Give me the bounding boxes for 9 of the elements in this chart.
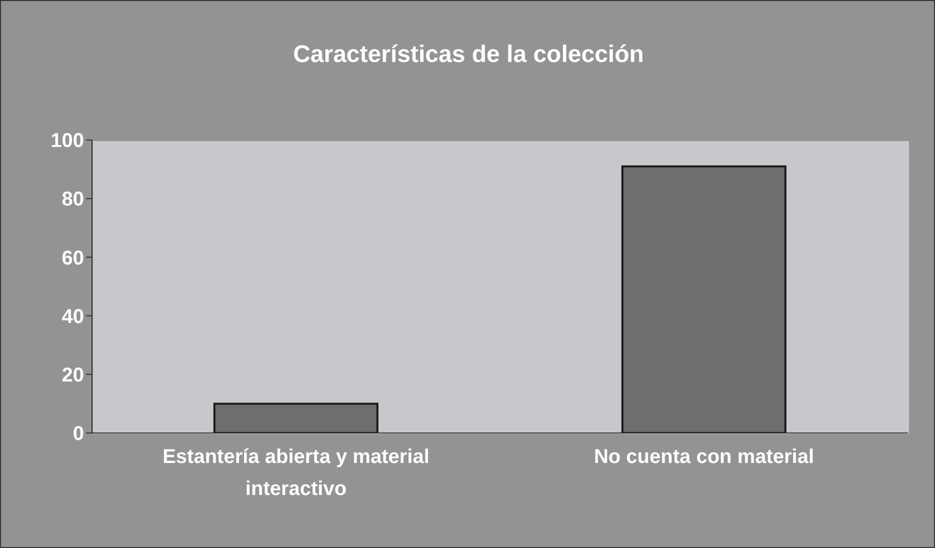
y-tick-label: 0 <box>72 423 84 446</box>
y-tick-label: 40 <box>62 306 84 328</box>
y-tick-label: 60 <box>62 247 84 270</box>
chart-title: Características de la colección <box>292 41 645 69</box>
x-tick-label: Estantería abierta y material interactivo <box>162 446 430 500</box>
x-tick-label: No cuenta con material <box>594 446 814 468</box>
y-tick-label: 20 <box>62 364 84 386</box>
y-tick-label: 100 <box>50 130 84 152</box>
y-tick-label: 80 <box>62 188 84 211</box>
